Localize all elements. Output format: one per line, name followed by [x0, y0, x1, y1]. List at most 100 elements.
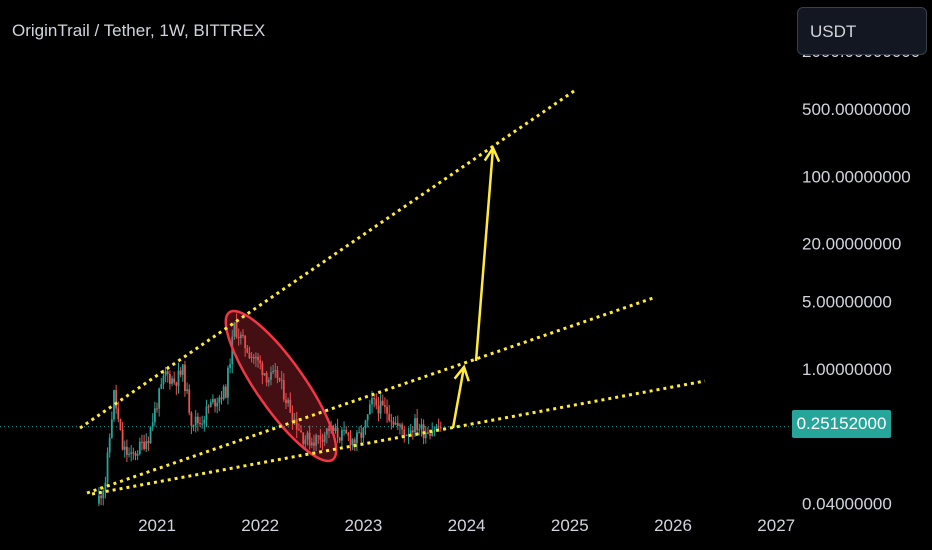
candle-body — [386, 406, 388, 414]
candle-body — [162, 375, 165, 385]
candle-body — [373, 398, 376, 400]
upper-trendline — [79, 87, 578, 430]
candle-body — [203, 419, 206, 424]
candle-body — [104, 482, 107, 491]
candle-body — [403, 429, 406, 436]
candle-body — [416, 418, 419, 431]
candle-body — [334, 427, 337, 432]
x-tick-label: 2023 — [344, 516, 382, 535]
candle-body — [222, 386, 225, 400]
candle-body — [257, 356, 259, 361]
candle-body — [274, 370, 277, 372]
candle-body — [280, 380, 283, 382]
candle-body — [338, 437, 341, 441]
y-tick-label: 0.04000000 — [802, 495, 892, 514]
candle-body — [237, 337, 240, 339]
candle-body — [420, 424, 423, 430]
candle-body — [113, 390, 115, 420]
candle-body — [173, 378, 176, 383]
candle-body — [233, 322, 236, 337]
x-tick-label: 2027 — [757, 516, 795, 535]
candle-body — [188, 389, 191, 413]
y-tick-label: 5.00000000 — [802, 293, 892, 312]
candle-body — [119, 418, 122, 431]
candle-body — [134, 453, 137, 456]
candle-body — [153, 408, 156, 423]
candle-body — [130, 452, 133, 454]
candle-body — [392, 421, 395, 425]
candle-body — [121, 430, 124, 450]
candle-body — [100, 495, 102, 499]
candle-body — [351, 439, 354, 446]
candle-body — [304, 439, 307, 445]
candle-body — [175, 382, 178, 386]
candle-body — [205, 406, 208, 420]
candle-body — [194, 416, 197, 426]
candle-body — [220, 397, 223, 400]
candle-body — [371, 398, 373, 405]
candle-body — [298, 429, 300, 431]
highlight-ellipse — [224, 309, 338, 463]
candle-body — [248, 352, 251, 359]
candle-body — [166, 371, 169, 375]
candle-body — [300, 430, 302, 433]
candle-body — [128, 453, 130, 455]
candle-body — [115, 390, 118, 409]
candle-body — [169, 374, 171, 384]
candle-body — [437, 426, 440, 428]
candle-body — [123, 446, 126, 450]
candle-body — [323, 434, 326, 442]
candle-body — [145, 441, 148, 450]
candle-body — [229, 364, 231, 368]
candle-body — [218, 397, 221, 403]
candle-body — [353, 439, 356, 444]
candle-body — [422, 424, 425, 439]
candle-body — [384, 405, 386, 407]
candle-body — [345, 429, 348, 434]
candle-body — [282, 380, 285, 400]
annotations — [79, 87, 706, 496]
candle-body — [267, 379, 270, 383]
candle-body — [132, 452, 135, 454]
candle-body — [184, 364, 186, 392]
candle-body — [190, 412, 193, 426]
candle-body — [212, 399, 214, 403]
x-tick-label: 2026 — [654, 516, 692, 535]
x-tick-label: 2021 — [138, 516, 176, 535]
currency-button[interactable]: USDT — [797, 7, 927, 55]
candle-body — [317, 435, 320, 437]
candle-body — [341, 430, 343, 441]
candle-body — [141, 441, 143, 443]
y-tick-label: 1.00000000 — [802, 360, 892, 379]
candle-body — [368, 404, 371, 415]
candle-body — [126, 446, 128, 455]
candle-body — [349, 435, 352, 446]
candle-body — [381, 400, 384, 406]
candle-body — [289, 399, 292, 413]
candle-body — [394, 423, 397, 425]
candle-body — [306, 432, 309, 440]
candle-body — [377, 405, 380, 414]
candle-body — [270, 372, 272, 380]
x-tick-label: 2022 — [241, 516, 279, 535]
candle-body — [287, 399, 290, 404]
candle-body — [407, 434, 410, 436]
candle-body — [360, 432, 363, 438]
candle-body — [136, 453, 139, 456]
candle-body — [171, 378, 173, 384]
chart-title: OriginTrail / Tether, 1W, BITTREX — [12, 21, 266, 40]
candle-body — [278, 377, 281, 381]
candle-body — [429, 433, 431, 436]
candle-body — [336, 427, 339, 438]
candle-body — [149, 426, 152, 444]
candle-body — [321, 439, 324, 442]
candle-body — [117, 408, 120, 419]
candle-body — [328, 428, 330, 432]
candle-body — [98, 495, 100, 504]
y-tick-label: 20.00000000 — [802, 235, 901, 254]
candle-body — [227, 367, 229, 398]
candle-body — [186, 389, 188, 392]
candle-body — [435, 426, 438, 431]
candle-body — [151, 422, 154, 427]
y-axis: 2000.00000000500.00000000100.0000000020.… — [802, 42, 920, 514]
